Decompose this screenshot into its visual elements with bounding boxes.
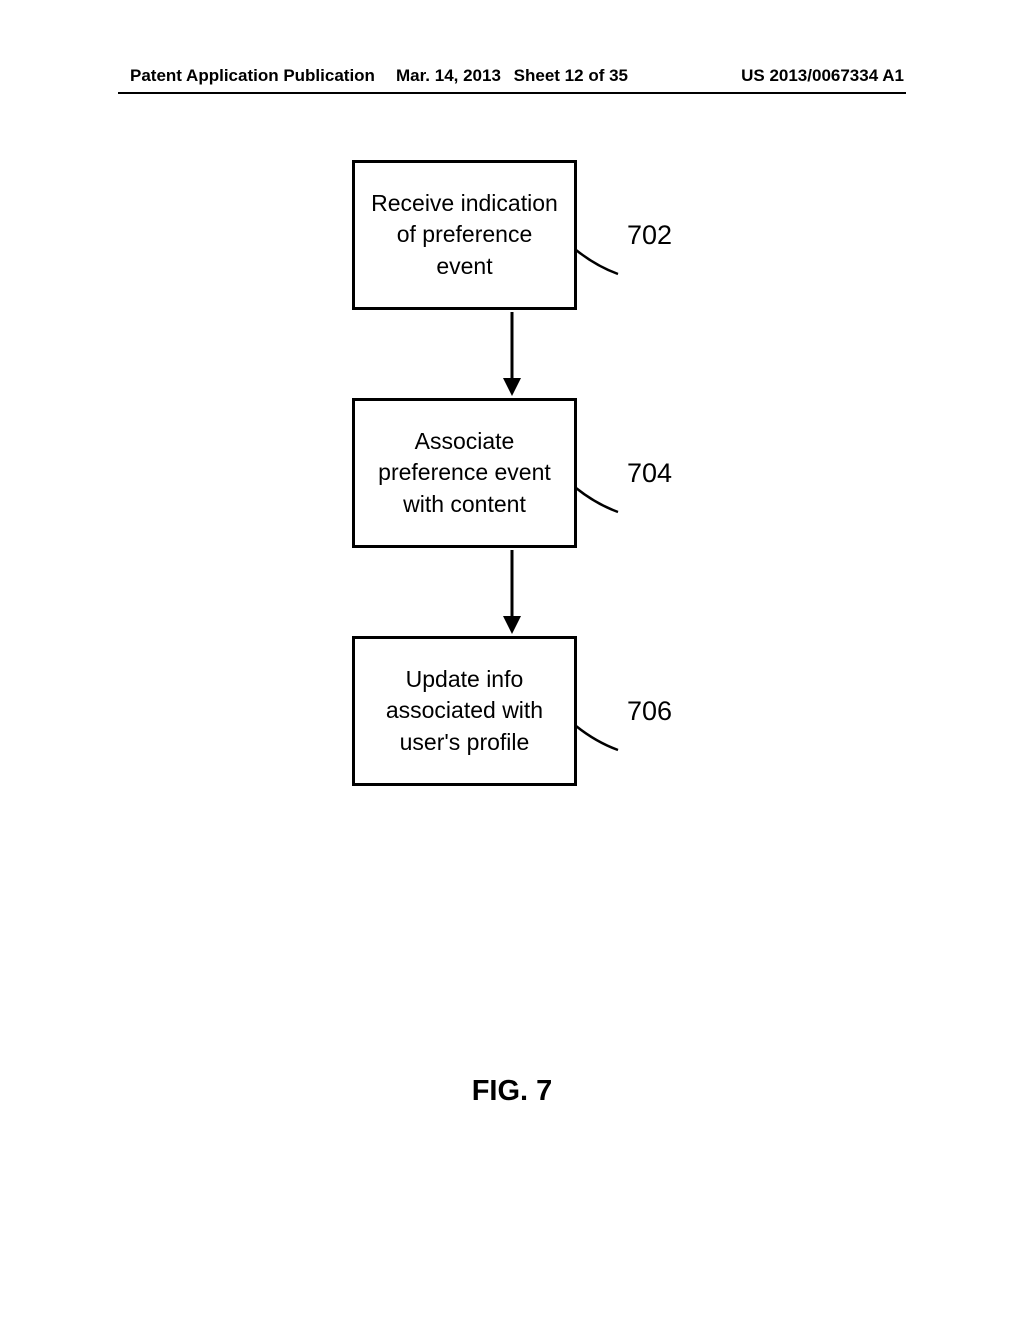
header-left: Patent Application Publication xyxy=(130,66,375,86)
leader-line-1 xyxy=(574,486,634,536)
flow-box-0: Receive indication of preference event xyxy=(352,160,577,310)
arrow-1 xyxy=(400,548,625,636)
flow-row-1: Associate preference event with content … xyxy=(352,398,672,548)
header-sheet-sep xyxy=(505,66,510,86)
header-right: US 2013/0067334 A1 xyxy=(741,66,904,86)
ref-label-1: 704 xyxy=(627,458,672,489)
ref-label-0: 702 xyxy=(627,220,672,251)
flowchart: Receive indication of preference event 7… xyxy=(0,160,1024,786)
leader-line-0 xyxy=(574,248,634,298)
flow-row-0: Receive indication of preference event 7… xyxy=(352,160,672,310)
flow-box-1: Associate preference event with content xyxy=(352,398,577,548)
ref-label-2: 706 xyxy=(627,696,672,727)
header-date: Mar. 14, 2013 xyxy=(396,66,501,86)
flow-box-2: Update info associated with user's profi… xyxy=(352,636,577,786)
header-center: Mar. 14, 2013 Sheet 12 of 35 xyxy=(396,66,628,86)
figure-label: FIG. 7 xyxy=(0,1075,1024,1108)
flow-row-2: Update info associated with user's profi… xyxy=(352,636,672,786)
leader-line-2 xyxy=(574,724,634,774)
header-rule xyxy=(118,92,906,94)
arrow-0 xyxy=(400,310,625,398)
header-sheet: Sheet 12 of 35 xyxy=(514,66,628,86)
page-header: Patent Application Publication Mar. 14, … xyxy=(0,66,1024,86)
